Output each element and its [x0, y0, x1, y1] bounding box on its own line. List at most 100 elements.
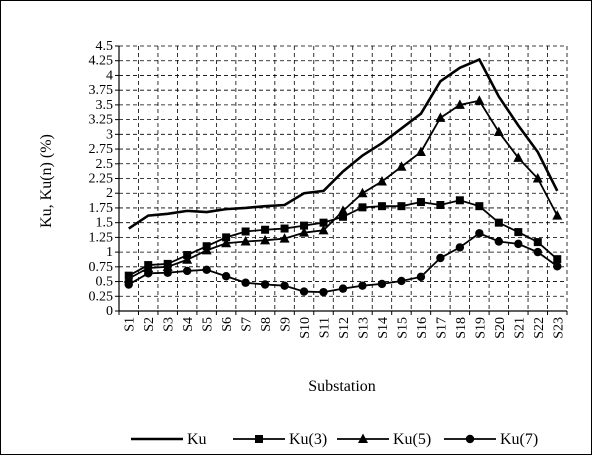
- y-tick-label: 3.75: [89, 83, 114, 98]
- x-tick-label: S18: [454, 317, 469, 339]
- y-tick-label: 4.25: [89, 54, 114, 69]
- legend-marker: [358, 433, 368, 443]
- legend-label: Ku: [187, 431, 207, 448]
- data-point: [514, 239, 523, 249]
- y-tick-label: 1.25: [89, 230, 114, 245]
- x-tick-label: S15: [395, 317, 410, 339]
- data-point: [358, 281, 367, 290]
- data-point: [532, 173, 543, 183]
- grid: [119, 45, 568, 311]
- data-point: [553, 255, 562, 264]
- series-ku: [128, 57, 559, 230]
- y-tick-label: 0.75: [89, 260, 114, 275]
- data-point: [552, 210, 563, 220]
- y-tick-label: 1: [106, 245, 113, 260]
- data-point: [338, 205, 348, 215]
- data-point: [435, 112, 446, 122]
- y-tick-label: 0: [106, 304, 113, 319]
- data-point: [494, 237, 504, 246]
- x-tick-label: S8: [259, 317, 274, 332]
- data-point: [299, 287, 309, 296]
- axes: [115, 45, 568, 315]
- data-point: [416, 272, 426, 282]
- data-point: [415, 146, 426, 156]
- y-tick-label: 0.5: [96, 275, 114, 290]
- data-point: [241, 278, 250, 287]
- data-point: [163, 268, 172, 277]
- data-point: [261, 225, 270, 234]
- data-point: [202, 265, 211, 274]
- x-tick-label: S12: [337, 317, 352, 339]
- x-tick-label: S22: [532, 317, 547, 339]
- data-point: [182, 266, 192, 276]
- data-point: [455, 196, 464, 205]
- x-tick-label: S4: [181, 317, 196, 332]
- legend-item: Ku(5): [337, 431, 431, 448]
- y-tick-label: 2.5: [96, 157, 114, 172]
- x-tick-label: S16: [415, 317, 430, 339]
- y-tick-label: 3.25: [89, 113, 114, 128]
- data-point: [260, 280, 270, 289]
- x-tick-label: S20: [493, 317, 508, 339]
- x-tick-label: S3: [162, 317, 177, 332]
- legend-marker: [255, 435, 263, 443]
- data-point: [299, 227, 310, 237]
- data-point: [143, 262, 154, 273]
- x-tick-label: S6: [220, 317, 235, 332]
- x-tick-label: S5: [201, 317, 216, 332]
- data-point: [221, 272, 231, 281]
- y-tick-label: 2: [106, 186, 113, 201]
- y-tick-label: 4: [106, 68, 113, 83]
- data-point: [300, 221, 309, 230]
- legend-label: Ku(7): [500, 431, 538, 448]
- x-tick-label: S21: [512, 317, 527, 339]
- y-tick-label: 1.75: [89, 201, 114, 216]
- data-point: [318, 224, 329, 235]
- data-point: [514, 228, 523, 237]
- series-line: [128, 232, 558, 294]
- data-point: [357, 187, 368, 198]
- data-point: [454, 99, 465, 109]
- legend-marker: [465, 434, 475, 444]
- data-point: [319, 218, 328, 227]
- x-axis-title: Substation: [308, 378, 376, 395]
- data-point: [182, 254, 193, 264]
- data-point: [494, 218, 503, 227]
- x-tick-label: S23: [551, 317, 566, 339]
- x-tick-label: S14: [376, 317, 391, 339]
- data-point: [339, 212, 347, 221]
- x-tick-labels: S1 S2 S3 S4 S5 S6 S7 S8 S9 S10 S11 S12 S13 S14 S15 S16 S…: [123, 317, 567, 339]
- data-point: [377, 279, 387, 289]
- data-point: [358, 203, 367, 212]
- data-point: [279, 233, 290, 243]
- data-point: [397, 202, 406, 211]
- data-point: [436, 253, 445, 263]
- data-point: [123, 273, 134, 283]
- data-point: [124, 280, 133, 289]
- data-point: [436, 201, 445, 209]
- data-point: [474, 95, 485, 105]
- legend: Ku Ku(3) Ku(5) Ku(7): [131, 431, 538, 448]
- data-point: [144, 269, 153, 278]
- y-tick-label: 2.25: [89, 172, 114, 187]
- x-tick-label: S9: [279, 317, 294, 332]
- data-point: [416, 198, 425, 207]
- data-point: [377, 202, 386, 211]
- x-tick-label: S13: [356, 317, 371, 339]
- x-tick-label: S10: [298, 317, 313, 339]
- data-point: [533, 247, 542, 257]
- data-point: [280, 281, 289, 290]
- series-ku5: [123, 95, 563, 283]
- data-point: [475, 202, 484, 211]
- y-axis-title: Ku, Ku(n) (%): [38, 134, 55, 228]
- legend-item: Ku(7): [444, 431, 538, 448]
- legend-label: Ku(5): [393, 431, 431, 448]
- data-point: [240, 236, 251, 246]
- series-ku7: [124, 229, 562, 297]
- legend-label: Ku(3): [289, 431, 327, 448]
- y-tick-label: 3.5: [96, 98, 114, 113]
- data-point: [222, 233, 231, 242]
- data-point: [376, 175, 387, 186]
- x-tick-label: S7: [240, 317, 255, 332]
